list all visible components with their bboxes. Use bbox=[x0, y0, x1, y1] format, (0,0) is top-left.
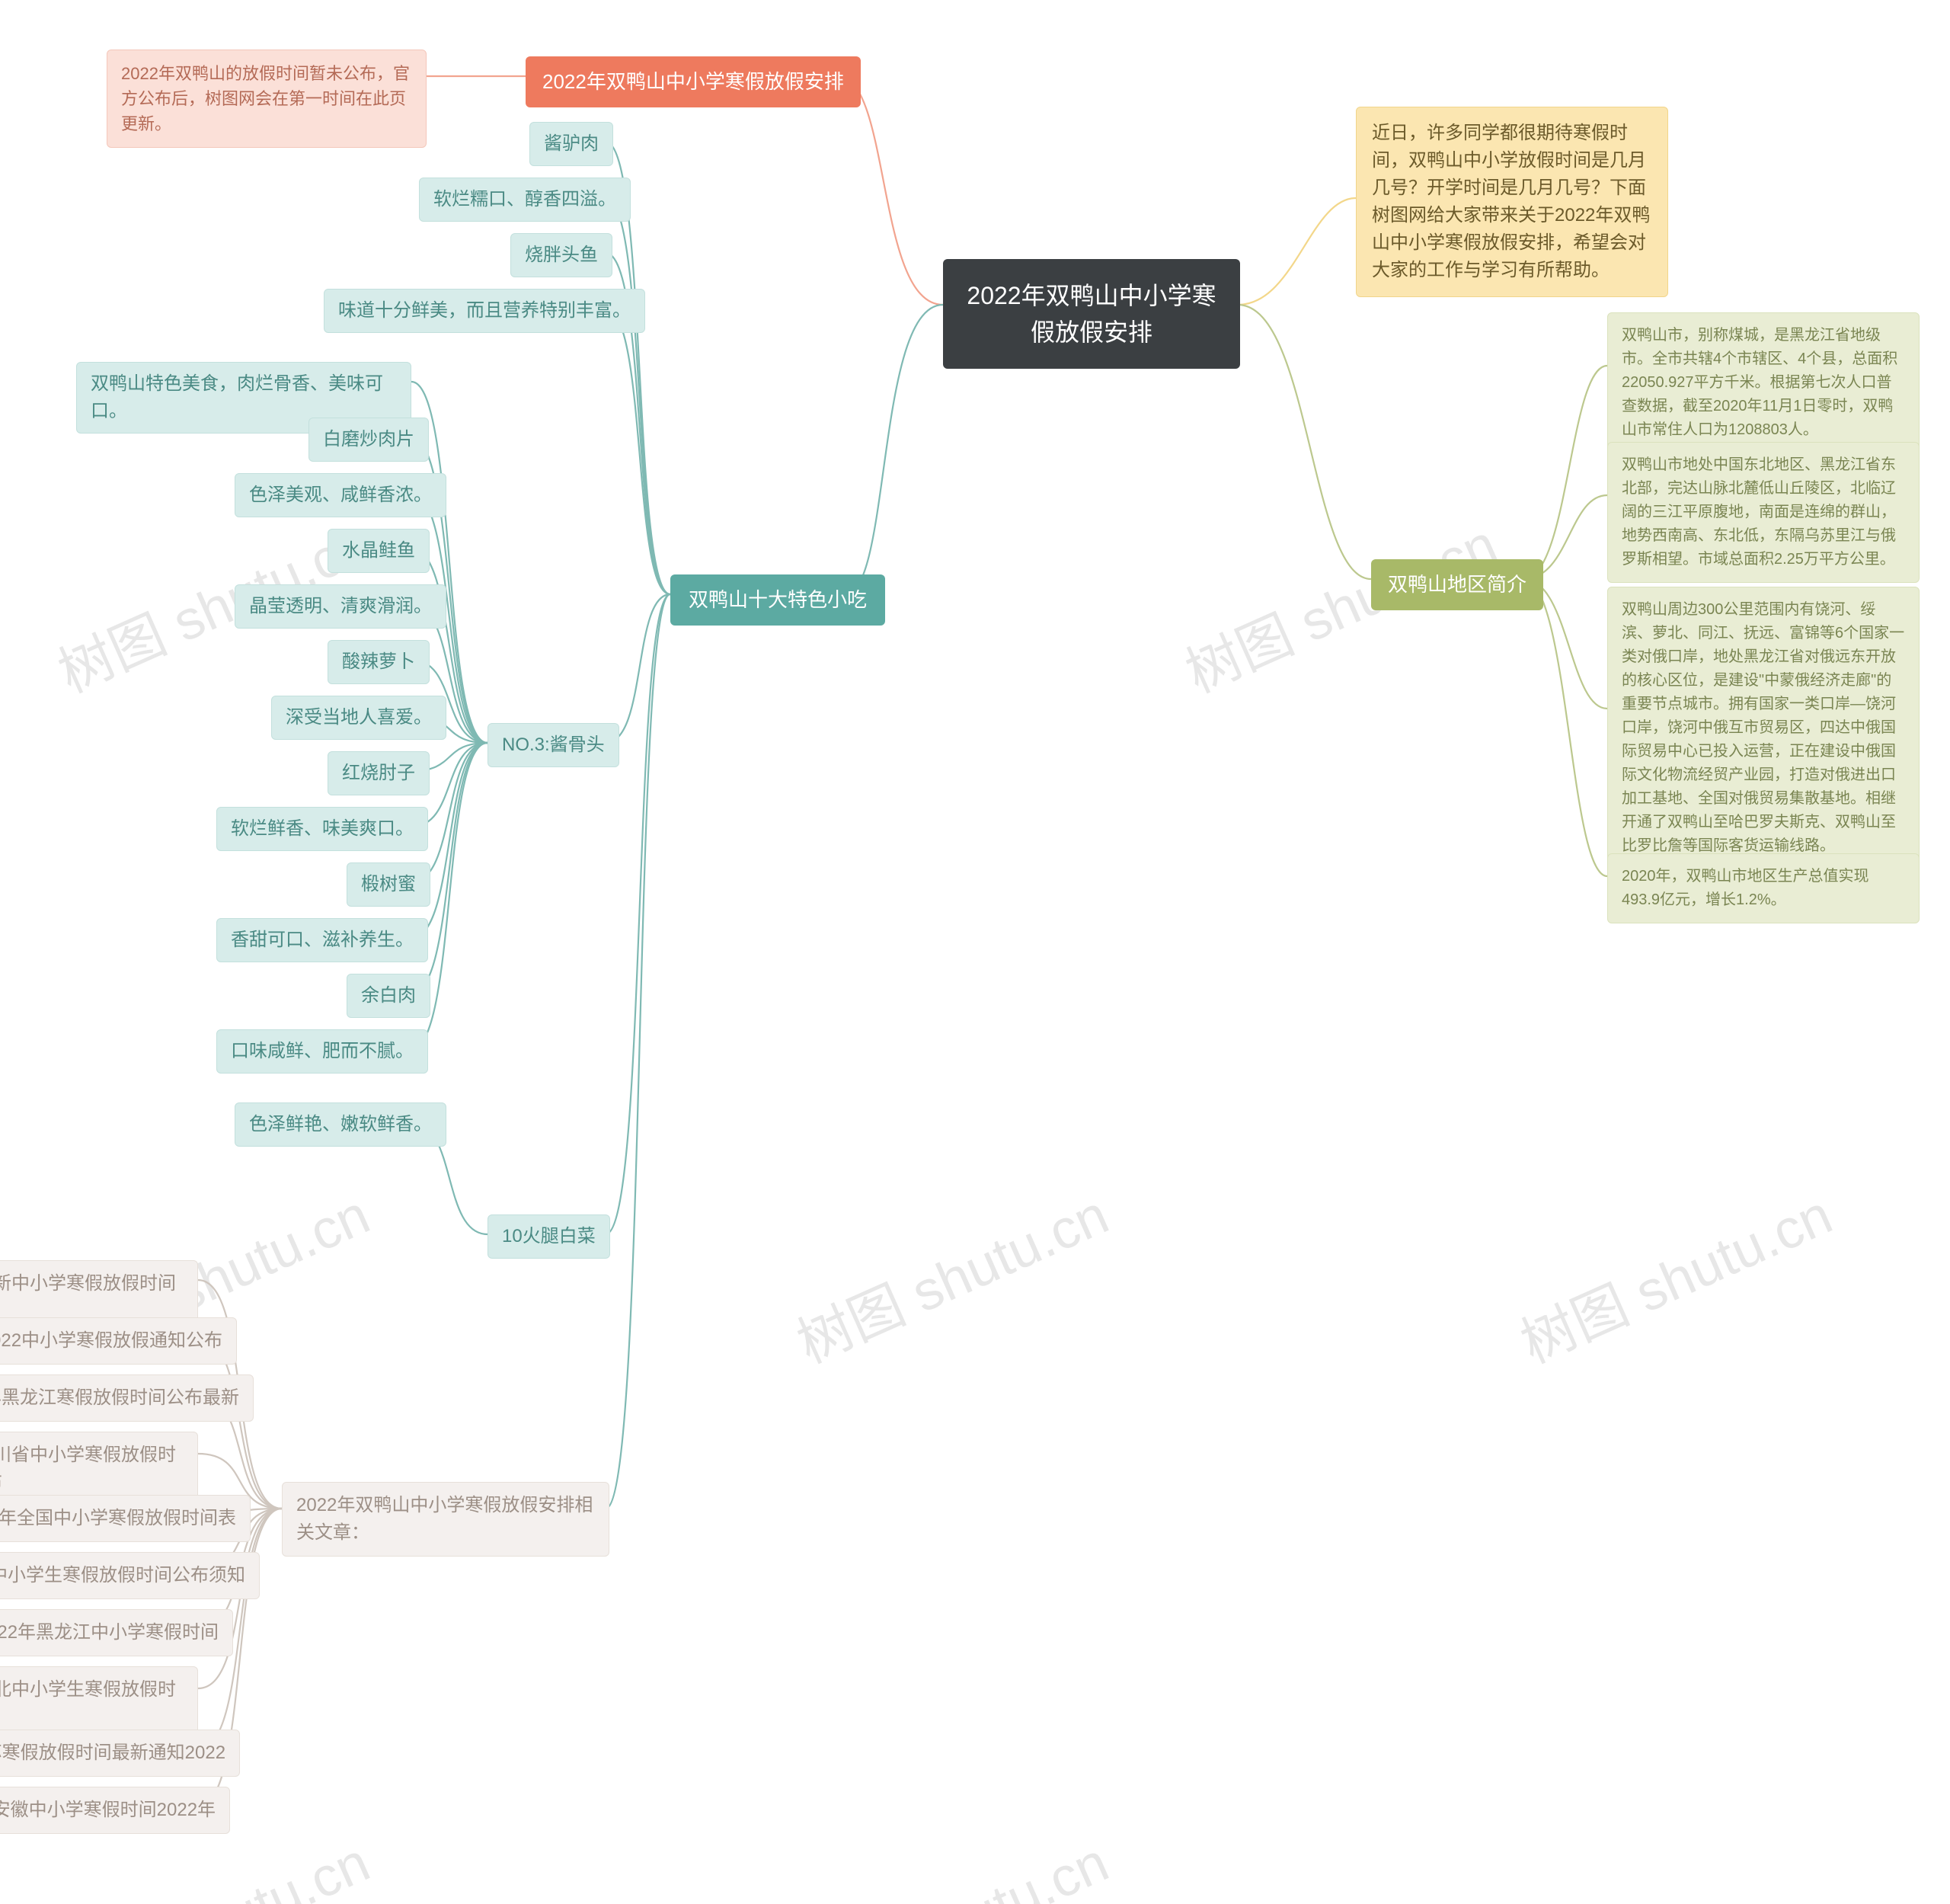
related-branch[interactable]: 2022年双鸭山中小学寒假放假安排相关文章： bbox=[282, 1482, 609, 1557]
related-link[interactable]: ★ 2022年全国中小学寒假放假时间表 bbox=[0, 1495, 251, 1542]
plan-note: 2022年双鸭山的放假时间暂未公布，官方公布后，树图网会在第一时间在此页更新。 bbox=[107, 50, 427, 148]
food-item: 色泽美观、咸鲜香浓。 bbox=[235, 473, 446, 517]
region-fact: 双鸭山市，别称煤城，是黑龙江省地级市。全市共辖4个市辖区、4个县，总面积2205… bbox=[1607, 312, 1920, 453]
mindmap-canvas: 树图 shutu.cn 树图 shutu.cn 树图 shutu.cn 树图 s… bbox=[0, 0, 1950, 1904]
food-item: 白磨炒肉片 bbox=[308, 418, 429, 462]
food-item: 软烂糯口、醇香四溢。 bbox=[419, 178, 631, 222]
intro-card: 近日，许多同学都很期待寒假时间，双鸭山中小学放假时间是几月几号？开学时间是几月几… bbox=[1356, 107, 1668, 297]
foods-no3[interactable]: NO.3:酱骨头 bbox=[488, 723, 619, 767]
food-item: 晶莹透明、清爽滑润。 bbox=[235, 584, 446, 629]
related-link[interactable]: ★ 2022中小学寒假放假通知公布 bbox=[0, 1317, 237, 1365]
food-item: 余白肉 bbox=[347, 974, 430, 1018]
foods-item10[interactable]: 10火腿白菜 bbox=[488, 1214, 610, 1259]
region-fact: 2020年，双鸭山市地区生产总值实现493.9亿元，增长1.2%。 bbox=[1607, 853, 1920, 923]
food-item: 色泽鲜艳、嫩软鲜香。 bbox=[235, 1102, 446, 1147]
food-item: 香甜可口、滋补养生。 bbox=[216, 918, 428, 962]
region-branch[interactable]: 双鸭山地区简介 bbox=[1371, 559, 1543, 610]
related-link[interactable]: ★ 2022年黑龙江中小学寒假时间 bbox=[0, 1609, 233, 1656]
food-item: 味道十分鲜美，而且营养特别丰富。 bbox=[324, 289, 645, 333]
related-link[interactable]: ★ 2022年黑龙江寒假放假时间公布最新 bbox=[0, 1374, 254, 1422]
food-item: 酸辣萝卜 bbox=[328, 640, 430, 684]
related-link[interactable]: ★ 安徽中小学寒假时间2022年 bbox=[0, 1787, 230, 1834]
watermark: 树图 shutu.cn bbox=[783, 1170, 1119, 1378]
food-item: 软烂鲜香、味美爽口。 bbox=[216, 807, 428, 851]
plan-branch[interactable]: 2022年双鸭山中小学寒假放假安排 bbox=[526, 56, 861, 107]
watermark: 树图 shutu.cn bbox=[783, 1818, 1119, 1904]
related-link[interactable]: ★ 2022河北中小学生寒假放假时间公布须知 bbox=[0, 1552, 260, 1599]
food-item: 酱驴肉 bbox=[529, 122, 613, 166]
related-link[interactable]: ★ 江苏寒假放假时间最新通知2022 bbox=[0, 1730, 240, 1777]
watermark: 树图 shutu.cn bbox=[1507, 1170, 1843, 1378]
root-node[interactable]: 2022年双鸭山中小学寒假放假安排 bbox=[943, 259, 1240, 369]
food-item: 口味咸鲜、肥而不腻。 bbox=[216, 1029, 428, 1074]
food-item: 红烧肘子 bbox=[328, 751, 430, 795]
region-fact: 双鸭山市地处中国东北地区、黑龙江省东北部，完达山脉北麓低山丘陵区，北临辽阔的三江… bbox=[1607, 442, 1920, 583]
foods-branch[interactable]: 双鸭山十大特色小吃 bbox=[670, 574, 885, 626]
food-item: 烧胖头鱼 bbox=[510, 233, 612, 277]
region-fact: 双鸭山周边300公里范围内有饶河、绥滨、萝北、同江、抚远、富锦等6个国家一类对俄… bbox=[1607, 587, 1920, 869]
food-item: 深受当地人喜爱。 bbox=[271, 696, 446, 740]
food-item: 椴树蜜 bbox=[347, 862, 430, 907]
food-item: 水晶鲑鱼 bbox=[328, 529, 430, 573]
